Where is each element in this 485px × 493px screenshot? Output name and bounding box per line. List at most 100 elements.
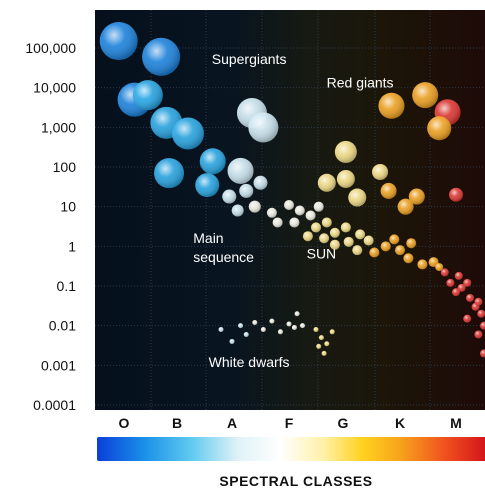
star-point-main-sequence [463, 278, 472, 287]
star-point-main-sequence [272, 217, 283, 228]
star-point-main-sequence [305, 210, 316, 221]
star-point-main-sequence [319, 233, 330, 244]
star-point-white-dwarfs [260, 327, 266, 333]
x-tick-label-g: G [338, 415, 349, 431]
star-point-main-sequence [477, 309, 485, 318]
x-axis-title: SPECTRAL CLASSES [219, 473, 372, 489]
star-point-red-giants [427, 116, 452, 141]
star-point-main-sequence [329, 239, 340, 250]
star-point-red-giants [372, 163, 389, 180]
star-point-main-sequence [302, 231, 313, 242]
star-point-red-giants [336, 169, 355, 188]
star-point-main-sequence [406, 238, 417, 249]
star-point-white-dwarfs [324, 341, 330, 347]
star-point-main-sequence [363, 235, 374, 246]
star-point-main-sequence [340, 222, 351, 233]
star-points [99, 22, 485, 358]
star-point-white-dwarfs [252, 320, 258, 326]
star-point-white-dwarfs [218, 327, 224, 333]
y-tick-label: 0.001 [41, 357, 76, 373]
annotation-main-sequence: sequence [193, 249, 254, 265]
star-point-main-sequence [480, 321, 485, 330]
star-point-supergiants [142, 37, 181, 76]
annotation-sun: SUN [307, 245, 337, 261]
annotations: Supergiants Red giants Main sequence SUN Whit… [193, 51, 393, 370]
star-point-main-sequence [463, 314, 472, 323]
star-point-white-dwarfs [300, 323, 305, 329]
annotation-main-sequence: Main [193, 230, 223, 246]
star-point-main-sequence [343, 236, 354, 247]
star-point-main-sequence [457, 283, 466, 292]
star-point-supergiants [199, 148, 226, 175]
star-point-red-giants [412, 82, 439, 109]
star-point-white-dwarfs [329, 329, 335, 335]
star-point-main-sequence [446, 278, 455, 287]
star-point-main-sequence [480, 349, 485, 358]
y-tick-label: 1,000 [41, 119, 76, 135]
star-point-main-sequence [395, 245, 405, 256]
star-point-red-giants [449, 187, 463, 202]
y-tick-label: 0.01 [49, 318, 76, 334]
star-point-main-sequence [253, 175, 268, 190]
star-point-red-giants [334, 140, 357, 163]
star-point-main-sequence [389, 234, 400, 245]
star-point-red-giants [408, 188, 425, 205]
star-point-red-giants [380, 182, 397, 199]
star-point-main-sequence [466, 293, 474, 302]
star-point-supergiants [132, 80, 163, 111]
star-point-white-dwarfs [286, 321, 292, 327]
star-point-main-sequence [474, 330, 483, 339]
star-point-white-dwarfs [269, 318, 275, 324]
star-point-supergiants [99, 22, 138, 61]
star-point-main-sequence [352, 245, 363, 256]
star-point-white-dwarfs [229, 338, 235, 344]
x-tick-label-a: A [227, 415, 237, 431]
star-point-supergiants [195, 173, 220, 198]
x-tick-label-m: M [450, 415, 462, 431]
x-tick-label-f: F [285, 415, 294, 431]
annotation-supergiants: Supergiants [212, 51, 287, 67]
star-point-supergiants [248, 112, 279, 143]
star-point-white-dwarfs [294, 311, 300, 317]
annotation-red-giants: Red giants [327, 75, 394, 91]
star-point-white-dwarfs [277, 329, 283, 335]
star-point-red-giants [348, 188, 367, 207]
y-axis-ticks: 100,000 10,000 1,000 100 10 1 0.1 0.01 0.001 0.00… [25, 40, 76, 413]
star-point-main-sequence [313, 201, 324, 212]
star-point-white-dwarfs [321, 350, 327, 356]
star-point-main-sequence [440, 268, 449, 277]
star-point-main-sequence [355, 229, 366, 240]
star-point-main-sequence [417, 259, 428, 270]
star-point-main-sequence [403, 253, 414, 264]
star-point-main-sequence [454, 271, 463, 280]
x-tick-label-k: K [395, 415, 405, 431]
star-point-white-dwarfs [318, 335, 324, 341]
star-point-main-sequence [321, 217, 332, 228]
star-point-main-sequence [222, 189, 237, 204]
star-point-red-giants [397, 198, 414, 215]
star-point-main-sequence [435, 263, 444, 272]
star-point-main-sequence [284, 200, 294, 211]
annotation-white-dwarfs: White dwarfs [209, 354, 290, 370]
star-point-main-sequence [289, 217, 300, 228]
y-tick-label: 100,000 [25, 40, 76, 56]
star-point-main-sequence [474, 297, 483, 306]
y-tick-label: 10 [60, 199, 76, 215]
star-point-red-giants [317, 173, 336, 192]
star-point-white-dwarfs [316, 343, 322, 349]
x-tick-label-b: B [172, 415, 182, 431]
star-point-supergiants [227, 157, 254, 184]
star-point-white-dwarfs [313, 327, 319, 333]
star-point-main-sequence [311, 222, 321, 233]
star-point-main-sequence [380, 241, 391, 252]
star-point-supergiants [154, 158, 185, 189]
star-point-main-sequence [231, 204, 244, 217]
star-point-red-giants [378, 92, 405, 119]
x-tick-label-o: O [119, 415, 130, 431]
star-point-main-sequence [369, 247, 380, 258]
star-point-main-sequence [329, 227, 340, 238]
spectral-color-bar [97, 437, 485, 461]
star-point-main-sequence [248, 200, 261, 213]
y-tick-label: 100 [53, 159, 77, 175]
